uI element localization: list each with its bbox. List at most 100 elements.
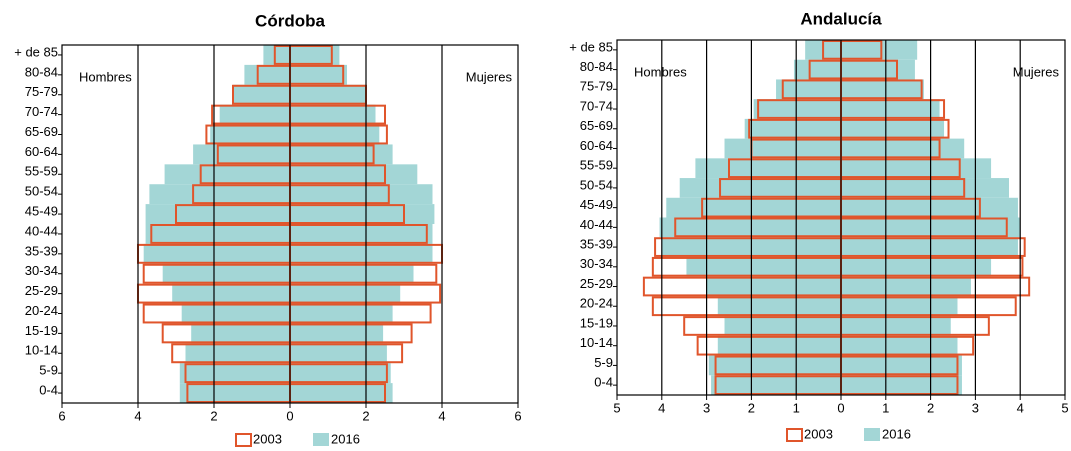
bar <box>143 243 290 264</box>
y-tick-label: 10-14 <box>580 335 613 350</box>
y-tick-label: 30-34 <box>25 263 58 278</box>
legend-label: 2016 <box>882 426 911 441</box>
bar <box>210 124 290 145</box>
bar <box>145 224 290 244</box>
y-tick-label: 20-24 <box>25 303 58 318</box>
legend-swatch <box>864 428 880 441</box>
chart-title: Andalucía <box>800 9 882 28</box>
bar <box>290 144 393 165</box>
y-tick-label: 50-54 <box>25 184 58 199</box>
bar <box>145 204 290 224</box>
y-tick-label: 45-49 <box>25 203 58 218</box>
y-tick-label: 55-59 <box>580 158 613 173</box>
y-tick-label: 5-9 <box>594 355 613 370</box>
bar <box>244 64 290 85</box>
y-tick-label: 55-59 <box>25 164 58 179</box>
bar <box>290 383 393 403</box>
y-tick-label: 40-44 <box>580 217 613 232</box>
bar <box>841 138 965 159</box>
bar <box>290 164 418 185</box>
bar <box>706 276 841 297</box>
x-tick-label: 1 <box>882 400 889 415</box>
bar <box>841 79 924 100</box>
x-tick-label: 0 <box>286 408 293 423</box>
bar <box>686 256 841 277</box>
side-label: Hombres <box>634 64 687 79</box>
y-tick-label: 60-64 <box>580 138 613 153</box>
bar <box>753 99 841 119</box>
bar <box>724 316 841 336</box>
bar <box>185 343 290 364</box>
y-tick-label: 25-29 <box>25 283 58 298</box>
y-tick-label: + de 85 <box>569 39 613 54</box>
bar <box>233 84 290 105</box>
side-label: Mujeres <box>1013 64 1060 79</box>
y-tick-label: 70-74 <box>580 98 613 113</box>
bar <box>290 283 401 304</box>
y-tick-label: 40-44 <box>25 223 58 238</box>
bar <box>659 217 841 238</box>
bar <box>717 335 841 356</box>
bar <box>290 184 433 205</box>
bar <box>841 40 918 60</box>
bar <box>290 263 414 284</box>
x-tick-label: 5 <box>613 400 620 415</box>
bar <box>841 59 915 80</box>
bar <box>290 204 435 224</box>
x-tick-label: 2 <box>362 408 369 423</box>
bar <box>290 104 376 125</box>
y-tick-label: 15-19 <box>25 323 58 338</box>
side-label: Mujeres <box>466 69 513 84</box>
bar <box>724 138 841 159</box>
x-tick-label: 1 <box>793 400 800 415</box>
bar <box>711 375 841 395</box>
side-label: Hombres <box>79 69 132 84</box>
y-tick-label: 30-34 <box>580 256 613 271</box>
bar <box>708 355 841 376</box>
bar <box>172 283 290 304</box>
y-tick-label: 65-69 <box>580 118 613 133</box>
bar <box>219 104 290 125</box>
bar <box>841 99 940 119</box>
bar <box>841 237 1018 257</box>
x-tick-label: 4 <box>438 408 445 423</box>
legend-swatch <box>235 433 252 447</box>
legend-swatch <box>313 433 329 446</box>
bar <box>776 79 841 100</box>
plot-frame <box>61 44 519 404</box>
bar <box>290 363 391 384</box>
y-tick-label: 0-4 <box>594 375 613 390</box>
bar <box>164 164 290 185</box>
y-tick-label: 20-24 <box>580 296 613 311</box>
bar <box>179 383 290 403</box>
bar <box>841 316 951 336</box>
y-tick-label: + de 85 <box>14 44 58 59</box>
bar <box>290 45 340 65</box>
legend-label: 2003 <box>253 431 282 446</box>
bar <box>263 45 290 65</box>
y-tick-label: 0-4 <box>39 382 58 397</box>
bar <box>149 184 290 205</box>
bar <box>162 263 290 284</box>
y-tick-label: 50-54 <box>580 177 613 192</box>
y-tick-label: 10-14 <box>25 343 58 358</box>
bar <box>290 64 347 85</box>
y-tick-label: 25-29 <box>580 276 613 291</box>
bar <box>841 296 958 317</box>
bar <box>290 323 384 344</box>
y-tick-label: 5-9 <box>39 363 58 378</box>
x-tick-label: 4 <box>658 400 665 415</box>
bar <box>793 59 841 80</box>
bar <box>841 335 958 356</box>
y-tick-label: 65-69 <box>25 124 58 139</box>
chart-title: Córdoba <box>255 11 325 30</box>
legend-swatch <box>786 428 803 442</box>
y-tick-label: 15-19 <box>580 315 613 330</box>
bar <box>717 296 841 317</box>
legend-label: 2016 <box>331 431 360 446</box>
bar <box>841 276 971 297</box>
y-tick-label: 75-79 <box>580 79 613 94</box>
y-tick-label: 35-39 <box>580 237 613 252</box>
